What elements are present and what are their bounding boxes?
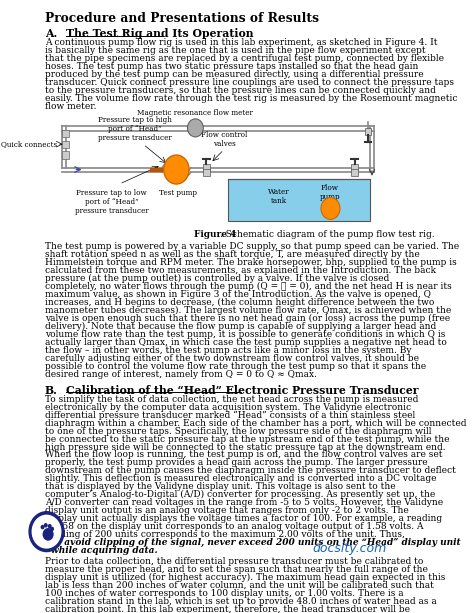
Circle shape <box>32 516 61 548</box>
Text: electronically by the computer data acquisition system. The Validyne electronic: electronically by the computer data acqu… <box>45 403 411 412</box>
Text: slightly. This deflection is measured electronically and is converted into a DC : slightly. This deflection is measured el… <box>45 474 437 484</box>
Bar <box>62 130 70 137</box>
Circle shape <box>29 512 64 552</box>
Text: calibration stand in the lab, which is set up to provide 48.0 inches of water he: calibration stand in the lab, which is s… <box>45 596 437 606</box>
Text: Pressure tap to low
port of “Head”
pressure transducer: Pressure tap to low port of “Head” press… <box>74 189 148 215</box>
Text: Procedure and Presentations of Results: Procedure and Presentations of Results <box>45 12 319 25</box>
Text: while acquiring data.: while acquiring data. <box>51 546 158 555</box>
Text: display unit actually displays the voltage times a factor of 100. For example, a: display unit actually displays the volta… <box>45 514 442 524</box>
Text: carefully adjusting either of the two downstream flow control valves, it should : carefully adjusting either of the two do… <box>45 354 419 362</box>
Text: To simplify the task of data collection, the net head across the pump is measure: To simplify the task of data collection,… <box>45 395 419 404</box>
Text: display unit output is an analog voltage that ranges from only -2 to 2 volts. Th: display unit output is an analog voltage… <box>45 506 409 516</box>
Text: to the pressure transducers, so that the pressure lines can be connected quickly: to the pressure transducers, so that the… <box>45 86 436 95</box>
Bar <box>351 169 358 176</box>
Text: Figure 4: Figure 4 <box>194 230 236 239</box>
Circle shape <box>188 119 203 137</box>
Text: A.: A. <box>45 28 57 39</box>
Text: Calibration of the “Head” Electronic Pressure Transducer: Calibration of the “Head” Electronic Pre… <box>65 385 418 396</box>
Text: pressure (at the pump outlet) is controlled by a valve. If the valve is closed: pressure (at the pump outlet) is control… <box>45 274 389 283</box>
Text: possible to control the volume flow rate through the test pump so that it spans : possible to control the volume flow rate… <box>45 362 426 370</box>
Text: measure the proper head, and to set the span such that nearly the full range of : measure the proper head, and to set the … <box>45 565 428 574</box>
Text: valve is open enough such that there is no net head gain (or loss) across the pu: valve is open enough such that there is … <box>45 314 450 323</box>
Bar <box>365 128 371 135</box>
Text: to one of the pressure taps. Specifically, the low pressure side of the diaphrag: to one of the pressure taps. Specificall… <box>45 427 431 436</box>
Text: calibration point. In this lab experiment, therefore, the head transducer will b: calibration point. In this lab experimen… <box>45 604 410 613</box>
Bar <box>351 164 358 172</box>
Text: B.: B. <box>45 385 58 396</box>
Bar <box>228 178 370 221</box>
Text: properly, the test pump provides a head gain across the pump. The larger pressur: properly, the test pump provides a head … <box>45 459 428 468</box>
Text: shaft rotation speed n as well as the shaft torque, T, are measured directly by : shaft rotation speed n as well as the sh… <box>45 250 419 259</box>
Text: downstream of the pump causes the diaphragm inside the pressure transducer to de: downstream of the pump causes the diaphr… <box>45 466 456 476</box>
Text: . Schematic diagram of the pump flow test rig.: . Schematic diagram of the pump flow tes… <box>220 230 435 239</box>
Circle shape <box>164 155 189 184</box>
Text: The test pump is powered by a variable DC supply, so that pump speed can be vari: The test pump is powered by a variable D… <box>45 242 459 251</box>
Text: reading of 200 units corresponds to the maximum 2.00 volts of the unit. Thus,: reading of 200 units corresponds to the … <box>45 530 405 539</box>
Text: Pressure tap to high
port of “Head”
pressure transducer: Pressure tap to high port of “Head” pres… <box>98 116 172 142</box>
Text: be connected to the static pressure tap at the upstream end of the test pump, wh: be connected to the static pressure tap … <box>45 435 449 444</box>
Text: differential pressure transducer marked “Head” consists of a thin stainless stee: differential pressure transducer marked … <box>45 411 415 420</box>
Text: easily. The volume flow rate through the test rig is measured by the Rosemount m: easily. The volume flow rate through the… <box>45 94 457 103</box>
Text: to avoid clipping of the signal, never exceed 200 units on the “Head” display un: to avoid clipping of the signal, never e… <box>51 538 461 547</box>
Circle shape <box>50 527 54 531</box>
Text: Test pump: Test pump <box>159 189 197 197</box>
Text: Flow
pump: Flow pump <box>319 184 340 201</box>
Text: Water
tank: Water tank <box>268 188 290 205</box>
Text: lab is less than 200 inches of water column, and the unit will be calibrated suc: lab is less than 200 inches of water col… <box>45 581 434 590</box>
Text: that the pipe specimens are replaced by a centrifugal test pump, connected by fl: that the pipe specimens are replaced by … <box>45 54 444 63</box>
Text: Prior to data collection, the differential pressure transducer must be calibrate: Prior to data collection, the differenti… <box>45 557 423 566</box>
Circle shape <box>41 525 45 530</box>
Text: calculated from these two measurements, as explained in the Introduction. The ba: calculated from these two measurements, … <box>45 266 436 275</box>
Circle shape <box>44 523 48 528</box>
Text: of 158 on the display unit corresponds to an analog voltage output of 1.58 volts: of 158 on the display unit corresponds t… <box>45 522 423 531</box>
Text: hoses. The test pump has two static pressure taps installed so that the head gai: hoses. The test pump has two static pres… <box>45 62 419 71</box>
Text: completely, no water flows through the pump (Q = เ = 0), and the net head H is n: completely, no water flows through the p… <box>45 282 452 291</box>
Text: increases, and H begins to decrease, (the column height difference between the t: increases, and H begins to decrease, (th… <box>45 298 434 307</box>
Text: display unit is utilized (for highest accuracy). The maximum head gain expected : display unit is utilized (for highest ac… <box>45 573 445 582</box>
Bar <box>203 164 210 172</box>
Circle shape <box>48 524 52 528</box>
Text: 100 inches of water corresponds to 100 display units, or 1.00 volts. There is a: 100 inches of water corresponds to 100 d… <box>45 588 403 598</box>
Text: diaphragm within a chamber. Each side of the chamber has a port, which will be c: diaphragm within a chamber. Each side of… <box>45 419 466 428</box>
Text: computer’s Analog-to-Digital (A/D) converter for processing. As presently set up: computer’s Analog-to-Digital (A/D) conve… <box>45 490 435 500</box>
Text: When the flow loop is running, the test pump is on, and the flow control valves : When the flow loop is running, the test … <box>45 451 442 460</box>
Text: A continuous pump flow rig is used in this lab experiment, as sketched in Figure: A continuous pump flow rig is used in th… <box>45 38 438 47</box>
Text: produced by the test pump can be measured directly, using a differential pressur: produced by the test pump can be measure… <box>45 70 424 79</box>
Text: The Test Rig and Its Operation: The Test Rig and Its Operation <box>65 28 253 39</box>
Text: that is displayed by the Validyne display unit. This voltage is also sent to the: that is displayed by the Validyne displa… <box>45 482 396 492</box>
Text: actually larger than Qmax, in which case the test pump supplies a negative net h: actually larger than Qmax, in which case… <box>45 338 447 346</box>
Text: transducer. Quick connect pressure line couplings are used to connect the pressu: transducer. Quick connect pressure line … <box>45 78 454 87</box>
Text: maximum value, as shown in Figure 3 of the Introduction. As the valve is opened,: maximum value, as shown in Figure 3 of t… <box>45 290 431 299</box>
Text: the flow – in other words, the test pump acts like a minor loss in the system. B: the flow – in other words, the test pump… <box>45 346 411 354</box>
Circle shape <box>321 197 340 219</box>
Text: flow meter.: flow meter. <box>45 102 96 111</box>
Text: Himmelstein torque and RPM meter. The brake horsepower, bhp, supplied to the pum: Himmelstein torque and RPM meter. The br… <box>45 258 456 267</box>
Bar <box>62 151 70 159</box>
Text: A/D converter can read voltages in the range from -5 to 5 volts. However, the Va: A/D converter can read voltages in the r… <box>45 498 443 508</box>
Text: desired range of interest, namely from Q = 0 to Q ≈ Qmax.: desired range of interest, namely from Q… <box>45 370 317 378</box>
Text: manometer tubes decreases). The largest volume flow rate, Qmax, is achieved when: manometer tubes decreases). The largest … <box>45 306 451 315</box>
Text: Quick connects: Quick connects <box>0 140 57 148</box>
Text: volume flow rate than the test pump, it is possible to generate conditions in wh: volume flow rate than the test pump, it … <box>45 330 445 338</box>
Text: high pressure side will be connected to the static pressure tap at the downstrea: high pressure side will be connected to … <box>45 443 446 452</box>
Text: Magnetic resonance flow meter: Magnetic resonance flow meter <box>137 109 253 117</box>
Bar <box>62 140 70 148</box>
Text: delivery). Note that because the flow pump is capable of supplying a larger head: delivery). Note that because the flow pu… <box>45 322 436 331</box>
Circle shape <box>43 528 54 541</box>
Text: is basically the same rig as the one that is used in the pipe flow experiment ex: is basically the same rig as the one tha… <box>45 46 426 55</box>
Text: Flow control
valves: Flow control valves <box>201 131 247 148</box>
Bar <box>203 169 210 176</box>
Text: docsity.com: docsity.com <box>313 542 387 555</box>
